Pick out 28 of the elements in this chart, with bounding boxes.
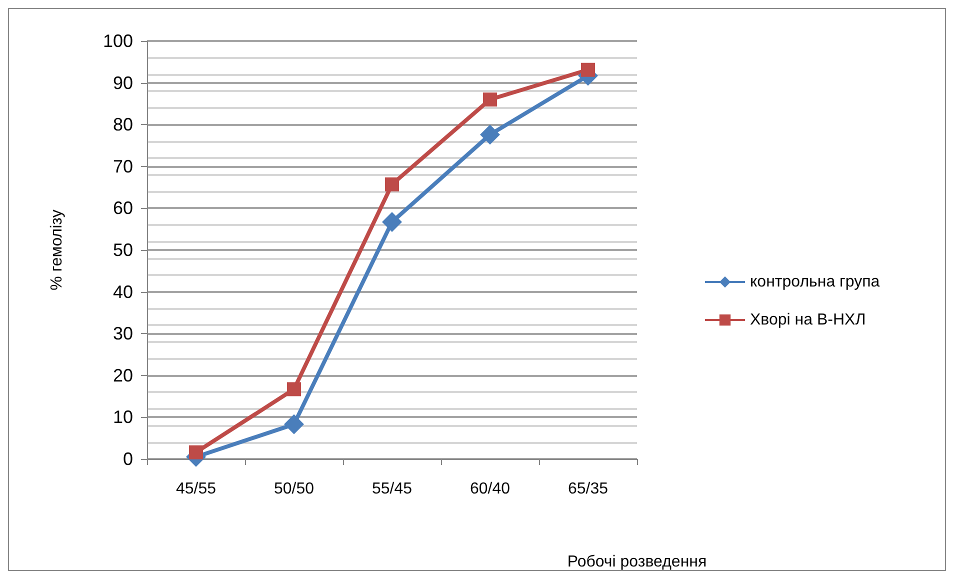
y-tick-label: 50 [112,240,133,260]
point [385,177,399,192]
y-tick-label: 80 [112,114,133,135]
x-tick-label: 55/45 [372,480,412,498]
y-tick-label: 70 [112,156,133,176]
y-tick-label: 100 [102,31,133,51]
y-tick-label: 60 [112,198,133,218]
point [581,62,595,77]
point [483,92,497,107]
y-tick-label: 10 [112,407,133,428]
x-tick-label: 50/50 [274,480,314,498]
point [287,382,301,396]
y-tick-label: 30 [112,324,133,344]
y-tick-label: 20 [112,365,133,386]
point [284,414,304,434]
x-tick-label: 45/55 [176,480,216,498]
y-tick-label: 0 [122,449,133,469]
y-axis-title: % гемолізу [48,210,66,290]
x-tick-label: 60/40 [470,480,510,498]
point [189,445,203,460]
x-axis-title: Робочі розведення [567,554,707,570]
legend-label: Хворі на В-НХЛ [750,312,866,328]
x-tick-label: 65/35 [568,480,608,498]
point [480,124,500,145]
y-tick-label: 40 [112,282,133,302]
y-tick-label: 90 [112,72,133,93]
point [382,212,402,232]
legend-label: контрольна група [750,274,880,290]
